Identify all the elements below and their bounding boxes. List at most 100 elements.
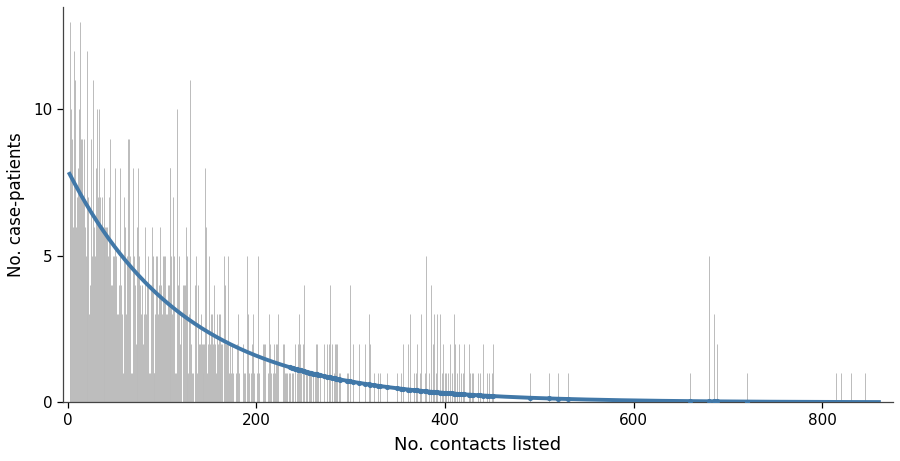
Point — [709, 398, 724, 405]
Point — [322, 373, 337, 381]
Point — [409, 387, 423, 394]
Point — [481, 392, 495, 400]
Point — [437, 389, 452, 396]
Point — [542, 395, 556, 402]
Point — [433, 389, 447, 396]
Point — [339, 377, 354, 384]
Point — [482, 392, 497, 400]
Point — [435, 389, 449, 396]
Point — [357, 380, 372, 388]
Point — [304, 369, 319, 377]
Point — [702, 398, 716, 405]
Point — [297, 368, 311, 375]
Point — [346, 378, 361, 386]
Point — [441, 390, 455, 397]
Point — [410, 387, 424, 394]
Point — [486, 392, 500, 400]
Point — [286, 365, 301, 372]
Point — [390, 384, 404, 392]
Point — [328, 375, 342, 382]
Point — [393, 385, 408, 392]
Point — [424, 388, 438, 396]
Point — [303, 369, 318, 377]
Point — [325, 374, 339, 382]
Point — [414, 387, 428, 395]
Point — [310, 371, 325, 378]
Point — [450, 390, 464, 397]
Y-axis label: No. case-patients: No. case-patients — [7, 132, 25, 277]
Point — [309, 371, 323, 378]
Point — [412, 387, 427, 395]
Point — [302, 369, 316, 376]
Point — [447, 390, 462, 397]
Point — [312, 372, 327, 379]
Point — [456, 390, 471, 398]
Point — [288, 365, 302, 372]
Point — [427, 388, 441, 396]
Point — [429, 389, 444, 396]
Point — [445, 390, 459, 397]
Point — [443, 390, 457, 397]
Point — [426, 388, 440, 396]
Point — [683, 397, 698, 405]
Point — [320, 373, 334, 380]
Point — [328, 375, 343, 382]
Point — [299, 368, 313, 376]
Point — [465, 391, 480, 399]
Point — [293, 366, 308, 374]
Point — [308, 370, 322, 378]
Point — [418, 388, 432, 395]
Point — [395, 385, 410, 393]
Point — [706, 398, 721, 405]
Point — [438, 390, 453, 397]
Point — [464, 391, 478, 398]
Point — [367, 382, 382, 389]
Point — [485, 392, 500, 400]
Point — [306, 370, 320, 377]
Point — [290, 366, 304, 373]
Point — [380, 384, 394, 391]
Point — [401, 386, 416, 393]
Point — [310, 371, 324, 378]
Point — [332, 376, 347, 383]
Point — [418, 388, 433, 395]
Point — [284, 364, 298, 371]
Point — [551, 395, 565, 402]
Point — [466, 391, 481, 399]
Point — [340, 377, 355, 384]
Point — [371, 382, 385, 390]
Point — [740, 398, 754, 405]
Point — [317, 372, 331, 380]
Point — [452, 390, 466, 398]
Point — [285, 364, 300, 372]
Point — [523, 394, 537, 402]
X-axis label: No. contacts listed: No. contacts listed — [394, 436, 562, 454]
Point — [430, 389, 445, 396]
Point — [330, 375, 345, 383]
Point — [291, 366, 305, 373]
Point — [333, 376, 347, 383]
Point — [561, 396, 575, 403]
Point — [352, 379, 366, 387]
Point — [364, 381, 378, 388]
Point — [292, 366, 307, 374]
Point — [292, 366, 306, 373]
Point — [373, 382, 387, 390]
Point — [475, 392, 490, 399]
Point — [403, 386, 418, 393]
Point — [454, 390, 468, 398]
Point — [323, 374, 338, 381]
Point — [455, 390, 470, 398]
Point — [296, 367, 310, 375]
Point — [436, 389, 450, 396]
Point — [362, 381, 376, 388]
Point — [472, 392, 487, 399]
Point — [422, 388, 436, 395]
Point — [471, 391, 485, 399]
Point — [327, 374, 341, 382]
Point — [343, 378, 357, 385]
Point — [462, 391, 476, 398]
Point — [448, 390, 463, 397]
Point — [407, 386, 421, 394]
Point — [300, 368, 314, 376]
